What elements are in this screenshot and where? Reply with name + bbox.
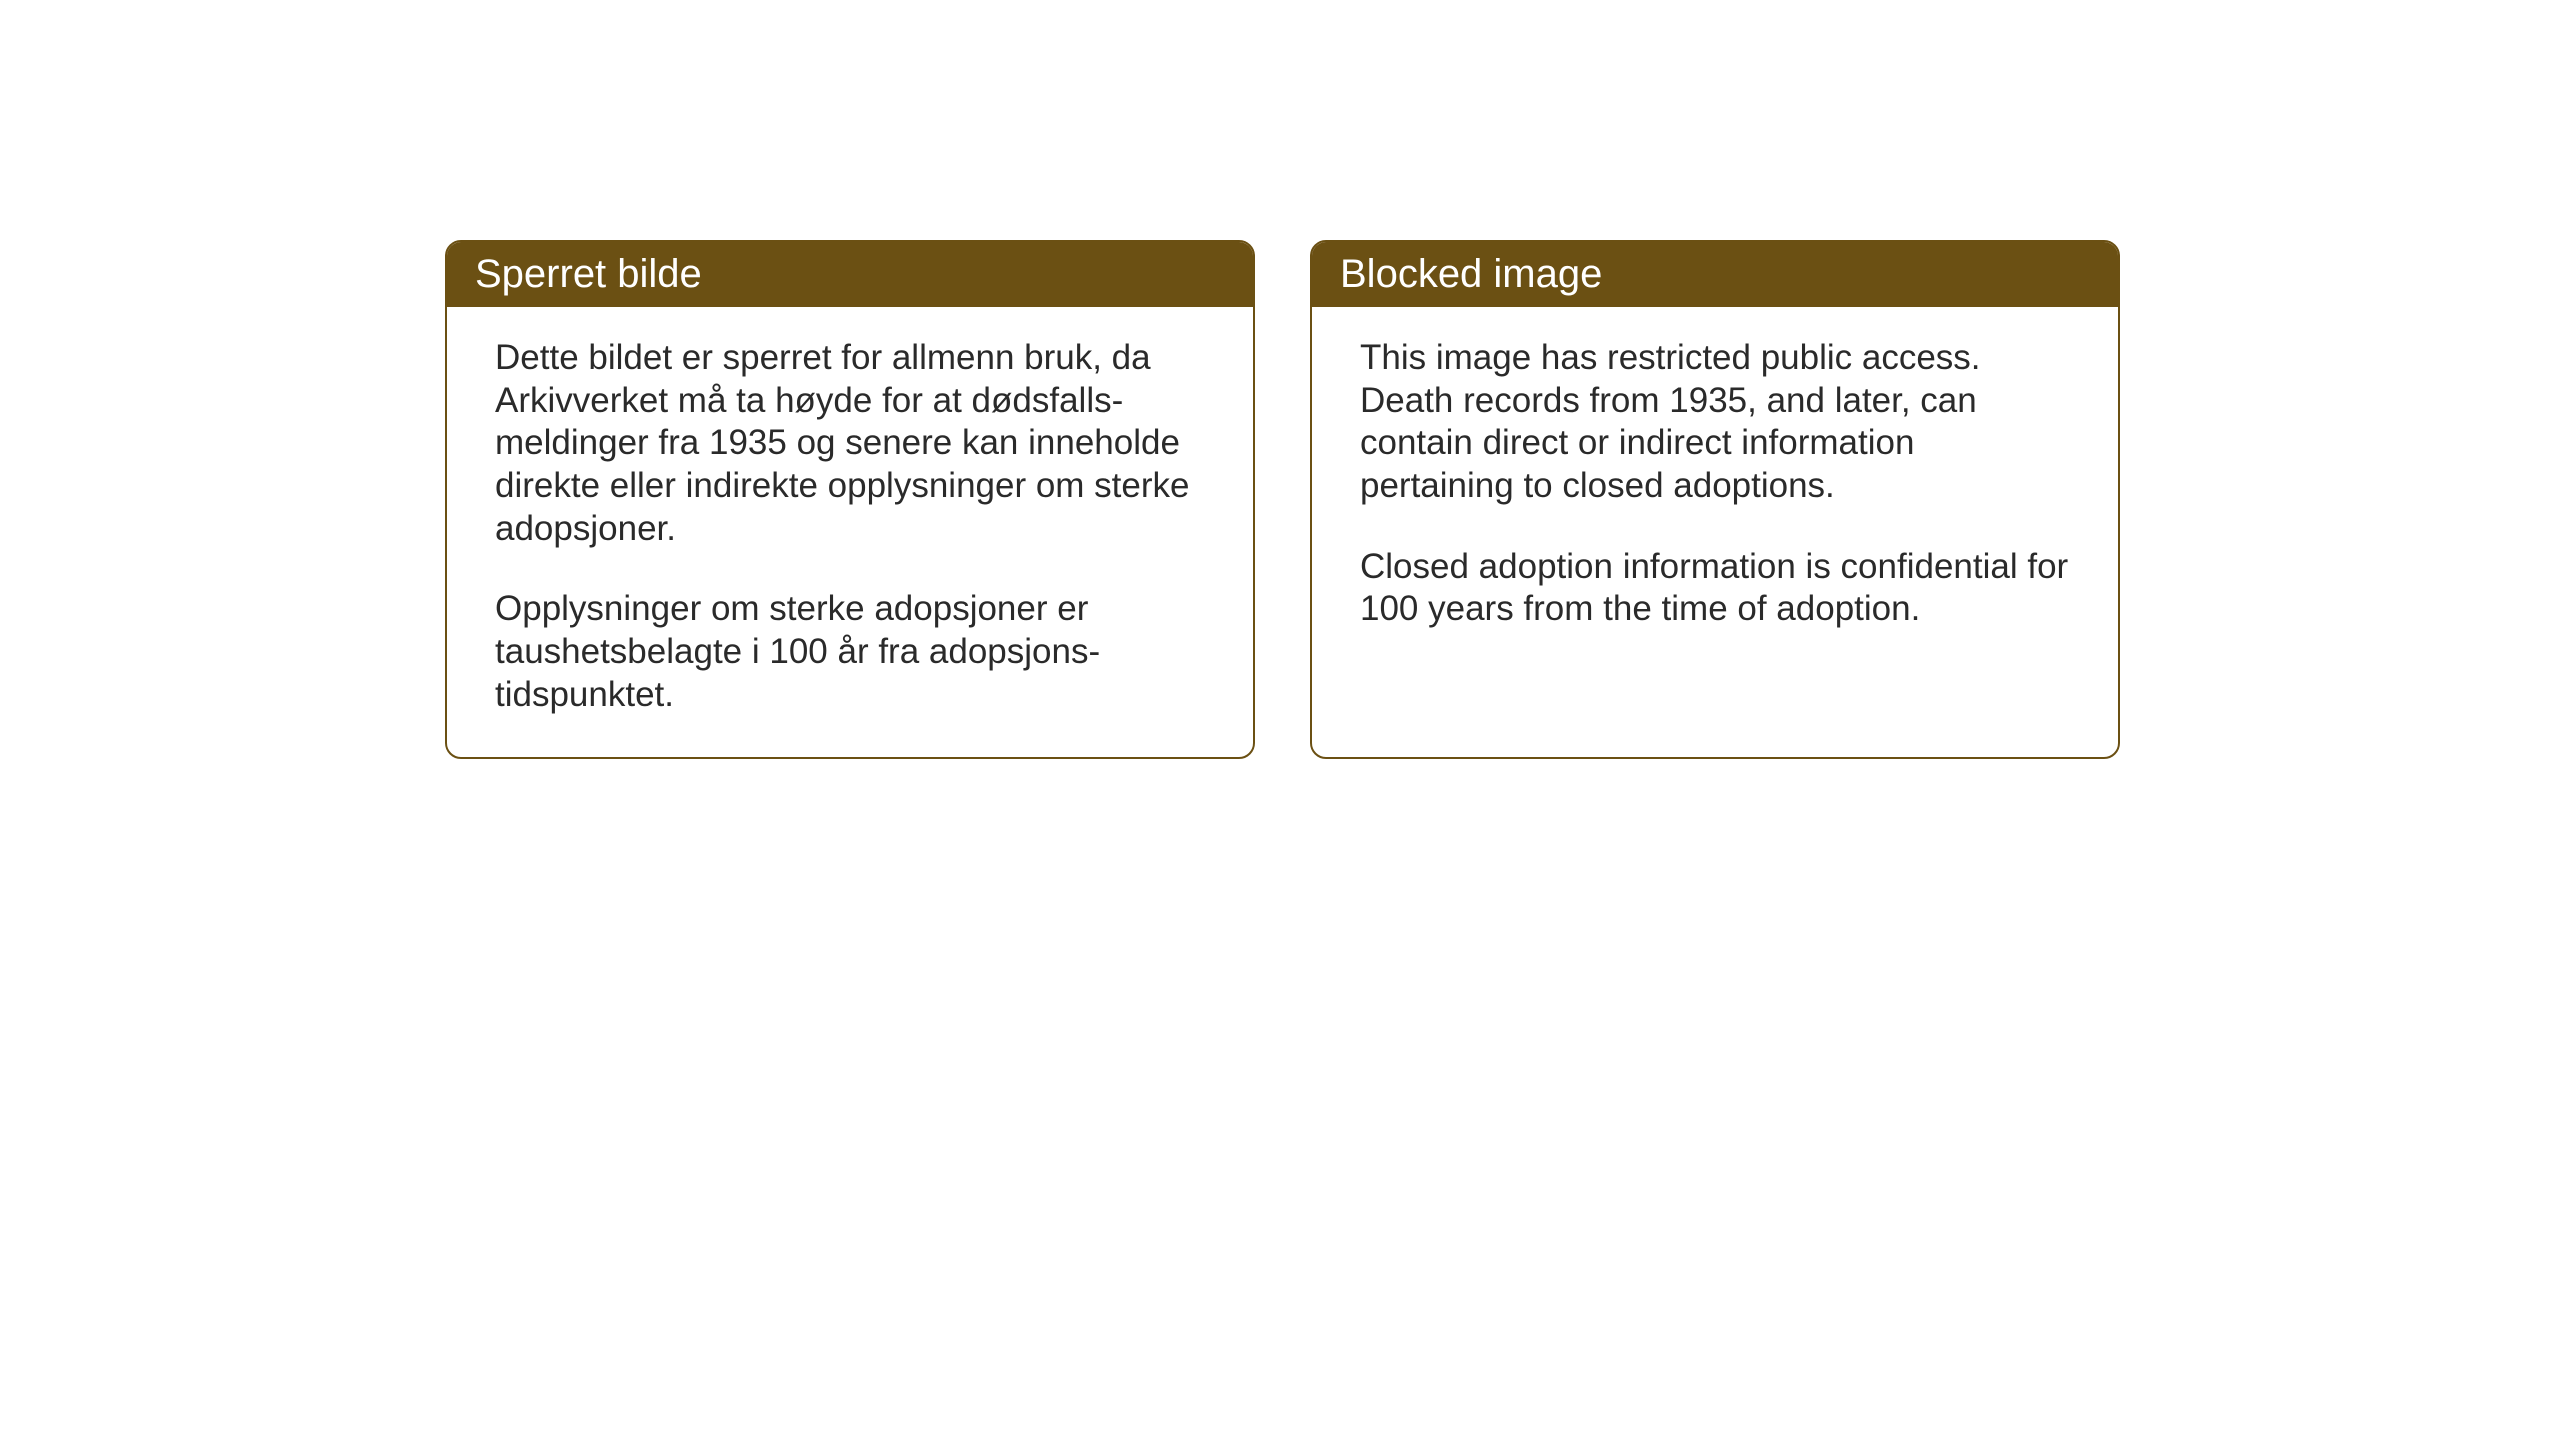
card-english-header: Blocked image xyxy=(1312,242,2118,307)
card-english-title: Blocked image xyxy=(1340,252,1602,296)
card-english-paragraph-2: Closed adoption information is confident… xyxy=(1360,546,2070,631)
cards-container: Sperret bilde Dette bildet er sperret fo… xyxy=(445,240,2120,759)
card-norwegian-paragraph-1: Dette bildet er sperret for allmenn bruk… xyxy=(495,337,1205,550)
card-english: Blocked image This image has restricted … xyxy=(1310,240,2120,759)
card-english-paragraph-1: This image has restricted public access.… xyxy=(1360,337,2070,508)
card-norwegian-paragraph-2: Opplysninger om sterke adopsjoner er tau… xyxy=(495,588,1205,716)
card-norwegian-body: Dette bildet er sperret for allmenn bruk… xyxy=(447,307,1253,757)
card-norwegian-title: Sperret bilde xyxy=(475,252,702,296)
card-norwegian: Sperret bilde Dette bildet er sperret fo… xyxy=(445,240,1255,759)
card-english-body: This image has restricted public access.… xyxy=(1312,307,2118,671)
card-norwegian-header: Sperret bilde xyxy=(447,242,1253,307)
